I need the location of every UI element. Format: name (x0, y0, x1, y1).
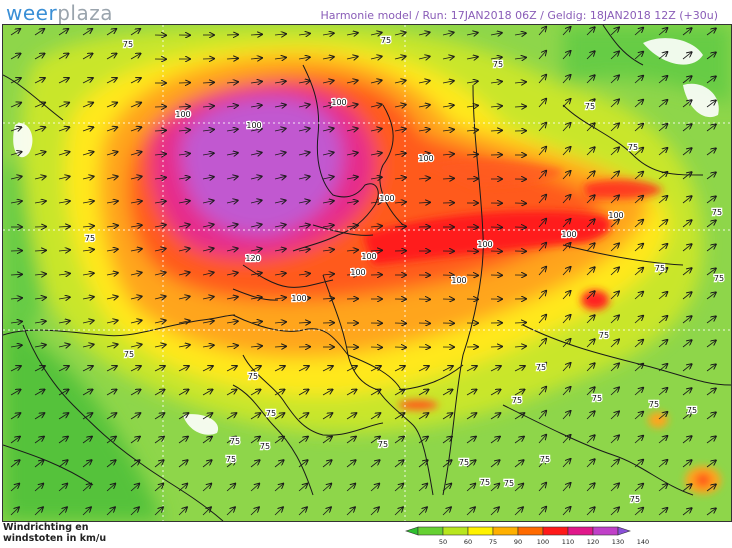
contour-label: 100 (379, 194, 394, 203)
contour-label: 75 (512, 396, 522, 405)
legend-arrow-high (617, 526, 631, 536)
contour-label: 75 (124, 350, 134, 359)
legend-swatch (592, 526, 619, 536)
contour-label: 75 (714, 274, 724, 283)
contour-label: 100 (331, 98, 346, 107)
legend-tick-label: 110 (562, 538, 574, 546)
contour-label: 100 (608, 211, 623, 220)
map-caption: Windrichting en windstoten in km/u (3, 522, 106, 544)
legend-tick-label: 120 (587, 538, 599, 546)
legend-tick-label: 50 (439, 538, 447, 546)
contour-label: 75 (378, 440, 388, 449)
wind-direction-arrows (10, 27, 716, 516)
contour-label: 75 (592, 394, 602, 403)
legend-swatch (492, 526, 519, 536)
legend-tick-label: 140 (637, 538, 649, 546)
legend-arrow-low (405, 526, 419, 536)
contour-label: 100 (477, 240, 492, 249)
contour-label: 75 (459, 458, 469, 467)
legend-tick-label: 60 (464, 538, 472, 546)
legend-swatch (567, 526, 594, 536)
legend-tick-label: 75 (489, 538, 497, 546)
contour-label: 75 (712, 208, 722, 217)
contour-label: 75 (599, 331, 609, 340)
logo-text-weer: weer (6, 1, 58, 25)
contour-label: 75 (480, 478, 490, 487)
contour-label: 100 (291, 294, 306, 303)
contour-label: 75 (123, 40, 133, 49)
contour-label: 100 (350, 268, 365, 277)
contour-label: 75 (248, 372, 258, 381)
caption-line-1: Windrichting en (3, 522, 89, 533)
contour-labels: 75 75 75 75 75 75 75 75 75 75 75 75 75 75 75 75 75 75 75 75… (84, 35, 726, 506)
contour-label: 100 (246, 121, 261, 130)
contour-label: 75 (536, 363, 546, 372)
contour-label: 75 (585, 102, 595, 111)
gust-color-legend: 50 60 75 90 100 110 120 130 140 (405, 526, 649, 546)
contour-label: 75 (226, 455, 236, 464)
lat-lon-grid (3, 25, 731, 521)
contour-label: 100 (175, 110, 190, 119)
legend-swatch (517, 526, 544, 536)
legend-tick-label: 100 (537, 538, 549, 546)
logo-text-plaza: plaza (57, 1, 113, 25)
caption-line-2: windstoten in km/u (3, 533, 107, 544)
contour-label: 75 (381, 36, 391, 45)
map-canvas: 75 75 75 75 75 75 75 75 75 75 75 75 75 75 75 75 75 75 75 75… (3, 25, 731, 521)
contour-label: 75 (85, 234, 95, 243)
contour-label: 100 (418, 154, 433, 163)
weerplaza-logo[interactable]: weerplaza (6, 1, 113, 25)
contour-label: 100 (561, 230, 576, 239)
contour-label: 75 (628, 143, 638, 152)
contour-label: 120 (245, 254, 260, 263)
contour-label: 75 (493, 60, 503, 69)
legend-swatch (467, 526, 494, 536)
contour-label: 75 (504, 479, 514, 488)
legend-tick-label: 130 (612, 538, 624, 546)
contour-label: 75 (230, 437, 240, 446)
legend-swatch (542, 526, 569, 536)
wind-field (3, 25, 731, 521)
contour-label: 100 (451, 276, 466, 285)
contour-label: 75 (540, 455, 550, 464)
contour-label: 75 (687, 406, 697, 415)
legend-tick-label: 90 (514, 538, 522, 546)
contour-label: 75 (266, 409, 276, 418)
contour-label: 75 (260, 442, 270, 451)
contour-label: 75 (630, 495, 640, 504)
header-bar: weerplaza Harmonie model / Run: 17JAN201… (0, 0, 732, 25)
contour-label: 75 (655, 264, 665, 273)
contour-label: 75 (649, 400, 659, 409)
legend-swatch (442, 526, 469, 536)
calm-patches (13, 38, 719, 435)
wind-gust-map: 75 75 75 75 75 75 75 75 75 75 75 75 75 75 75 75 75 75 75 75… (2, 24, 732, 522)
contour-label: 100 (361, 252, 376, 261)
model-run-info: Harmonie model / Run: 17JAN2018 06Z / Ge… (320, 9, 718, 22)
legend-swatch (417, 526, 444, 536)
